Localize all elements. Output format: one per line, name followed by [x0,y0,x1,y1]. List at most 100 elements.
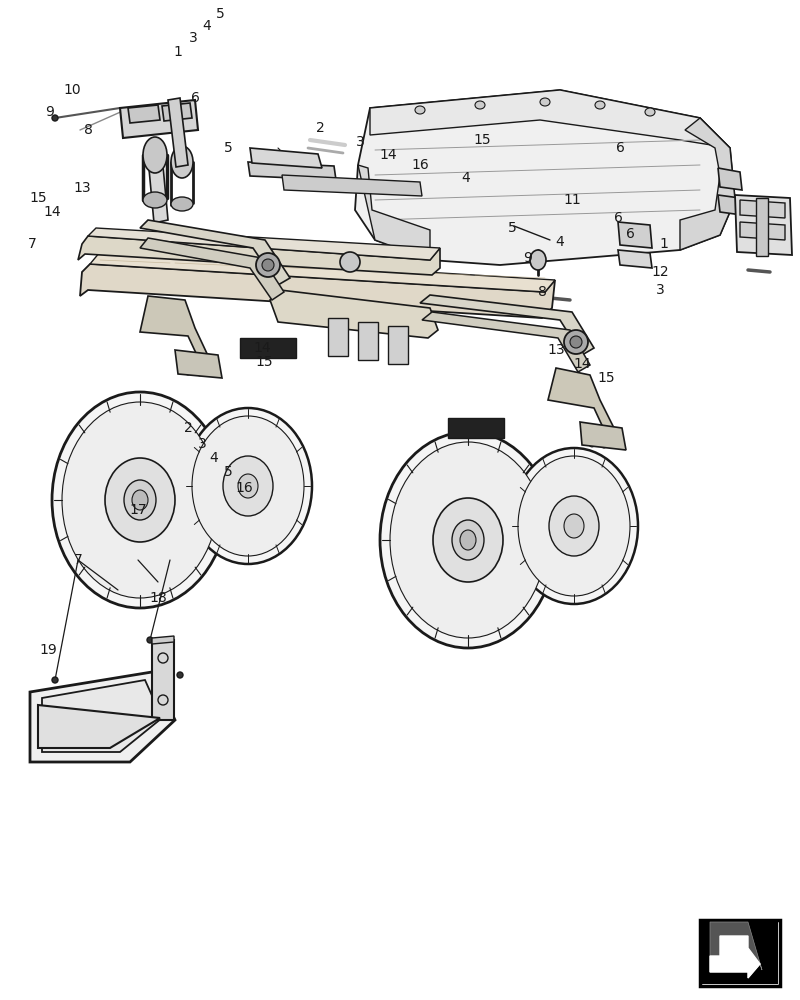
Ellipse shape [184,408,312,564]
Ellipse shape [124,480,156,520]
Polygon shape [128,105,160,123]
Ellipse shape [132,490,148,510]
Text: 3: 3 [189,31,198,45]
Polygon shape [328,318,348,356]
Text: 4: 4 [462,171,470,185]
Ellipse shape [223,456,273,516]
Polygon shape [38,705,160,748]
Ellipse shape [645,108,655,116]
Ellipse shape [433,498,503,582]
Ellipse shape [540,98,550,106]
Bar [700,920,780,986]
Polygon shape [355,90,735,265]
Text: 5: 5 [224,465,232,479]
Polygon shape [175,350,222,378]
Polygon shape [718,195,742,215]
Text: 4: 4 [202,19,211,33]
Polygon shape [162,103,192,121]
Ellipse shape [105,458,175,542]
Polygon shape [78,236,440,275]
Ellipse shape [415,106,425,114]
Ellipse shape [390,442,546,638]
Text: 17: 17 [129,503,147,517]
Text: 16: 16 [235,481,253,495]
Text: 10: 10 [63,83,81,97]
Polygon shape [680,118,735,250]
Polygon shape [370,90,730,148]
Ellipse shape [143,192,167,208]
Polygon shape [120,100,198,138]
Text: 14: 14 [253,341,271,355]
Polygon shape [618,250,652,268]
Text: 9: 9 [46,105,54,119]
Text: 14: 14 [379,148,397,162]
Text: 5: 5 [224,141,232,155]
Text: 1: 1 [174,45,182,59]
Polygon shape [388,326,408,364]
Polygon shape [358,322,378,360]
Ellipse shape [262,259,274,271]
Text: 15: 15 [473,133,491,147]
Bar [702,922,778,984]
Text: 6: 6 [615,141,625,155]
Polygon shape [148,155,168,223]
Polygon shape [756,198,768,256]
Polygon shape [140,238,284,300]
Text: 3: 3 [356,135,364,149]
Polygon shape [740,222,785,240]
Text: 5: 5 [508,221,516,235]
Polygon shape [735,195,792,255]
Polygon shape [282,175,422,196]
Text: 1: 1 [659,237,669,251]
Text: 16: 16 [411,158,429,172]
Text: 13: 13 [73,181,91,195]
Ellipse shape [52,115,58,121]
Polygon shape [90,252,555,292]
Text: 19: 19 [39,643,57,657]
Text: 18: 18 [149,591,167,605]
Polygon shape [420,295,594,355]
Polygon shape [270,290,438,338]
Polygon shape [740,200,785,218]
Polygon shape [358,165,430,260]
Ellipse shape [510,448,638,604]
Ellipse shape [595,101,605,109]
Ellipse shape [192,416,304,556]
Ellipse shape [452,520,484,560]
Ellipse shape [171,197,193,211]
Text: 11: 11 [563,193,581,207]
Polygon shape [152,636,174,644]
Ellipse shape [518,456,630,596]
Polygon shape [580,422,626,450]
Text: 2: 2 [316,121,324,135]
Text: 4: 4 [210,451,218,465]
Text: 8: 8 [83,123,93,137]
Bar [152,640,174,720]
Text: 7: 7 [28,237,36,251]
Polygon shape [710,936,760,978]
Text: 13: 13 [547,343,565,357]
Ellipse shape [238,474,258,498]
Ellipse shape [530,250,546,270]
Polygon shape [548,368,614,434]
Polygon shape [718,168,742,190]
Ellipse shape [380,432,556,648]
Ellipse shape [570,336,582,348]
Text: 4: 4 [556,235,564,249]
Polygon shape [80,264,555,318]
Ellipse shape [475,101,485,109]
Text: 6: 6 [190,91,199,105]
Text: 12: 12 [651,265,669,279]
Text: 3: 3 [656,283,664,297]
Text: 6: 6 [626,227,634,241]
Ellipse shape [177,672,183,678]
Polygon shape [710,922,762,978]
Polygon shape [248,162,336,180]
Polygon shape [30,672,175,762]
Polygon shape [618,222,652,248]
Ellipse shape [564,514,584,538]
Ellipse shape [147,637,153,643]
Text: 2: 2 [184,421,192,435]
Ellipse shape [62,402,218,598]
Text: 6: 6 [614,211,622,225]
